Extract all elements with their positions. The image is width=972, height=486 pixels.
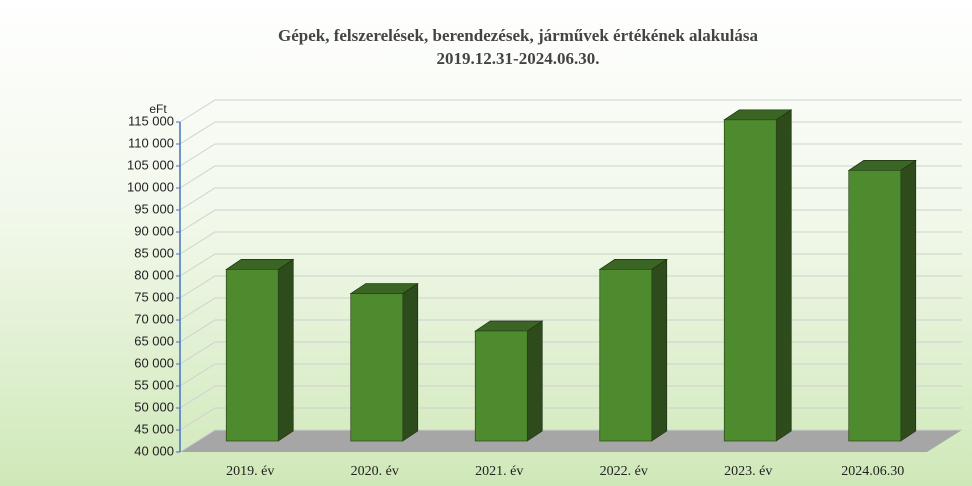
- y-tick-label: 50 000: [134, 399, 174, 414]
- bar-front: [848, 170, 902, 442]
- x-tick-label: 2019. év: [226, 464, 274, 479]
- floor: [180, 430, 962, 452]
- grid-line: [179, 99, 962, 123]
- y-tick-label: 45 000: [134, 421, 174, 436]
- bar-side: [526, 320, 543, 442]
- y-axis-label: eFt: [149, 102, 167, 116]
- x-tick-label: 2023. év: [724, 464, 772, 479]
- y-tick-label: 65 000: [134, 333, 174, 348]
- bar: [225, 258, 295, 442]
- bar-front: [225, 269, 279, 442]
- grid-line: [179, 165, 962, 189]
- chart-title: Gépek, felszerelések, berendezések, járm…: [278, 26, 759, 45]
- grid-line: [179, 253, 962, 277]
- bar: [847, 159, 917, 442]
- bar-front: [350, 293, 404, 442]
- grid-line: [179, 341, 962, 365]
- y-tick-label: 105 000: [127, 157, 174, 172]
- grid-line: [179, 187, 962, 211]
- grid-line: [179, 363, 962, 387]
- bar-side: [402, 282, 419, 442]
- bar: [723, 109, 793, 442]
- bar: [474, 320, 544, 442]
- y-tick-label: 90 000: [134, 223, 174, 238]
- grid-line: [179, 143, 962, 167]
- x-tick-label: 2022. év: [600, 464, 648, 479]
- grid-line: [179, 209, 962, 233]
- y-tick-label: 100 000: [127, 179, 174, 194]
- bar-side: [277, 258, 294, 442]
- grid-line: [179, 297, 962, 321]
- grid-line: [179, 319, 962, 343]
- y-tick-label: 85 000: [134, 245, 174, 260]
- grid-line: [179, 429, 962, 453]
- y-tick-label: 60 000: [134, 355, 174, 370]
- y-tick-label: 70 000: [134, 311, 174, 326]
- y-tick-label: 110 000: [128, 135, 174, 150]
- bar: [349, 282, 419, 442]
- x-tick-label: 2020. év: [351, 464, 399, 479]
- bar-front: [474, 330, 528, 442]
- grid-line: [179, 275, 962, 299]
- bar: [598, 258, 668, 442]
- y-tick-label: 115 000: [128, 113, 174, 128]
- y-tick-label: 55 000: [134, 377, 174, 392]
- bar-front: [599, 269, 653, 442]
- y-tick-label: 95 000: [134, 201, 174, 216]
- bar-front: [723, 119, 777, 442]
- bar-side: [775, 109, 792, 442]
- grid-line: [179, 121, 962, 145]
- grid-line: [179, 385, 962, 409]
- grid-line: [179, 231, 962, 255]
- y-tick-label: 75 000: [134, 289, 174, 304]
- grid-line: [179, 407, 962, 431]
- bar-side: [900, 159, 917, 442]
- bar-side: [651, 258, 668, 442]
- x-tick-label: 2021. év: [475, 464, 523, 479]
- y-tick-label: 80 000: [134, 267, 174, 282]
- x-tick-label: 2024.06.30: [841, 464, 904, 479]
- chart-subtitle: 2019.12.31-2024.06.30.: [437, 49, 600, 68]
- y-tick-label: 40 000: [134, 443, 174, 458]
